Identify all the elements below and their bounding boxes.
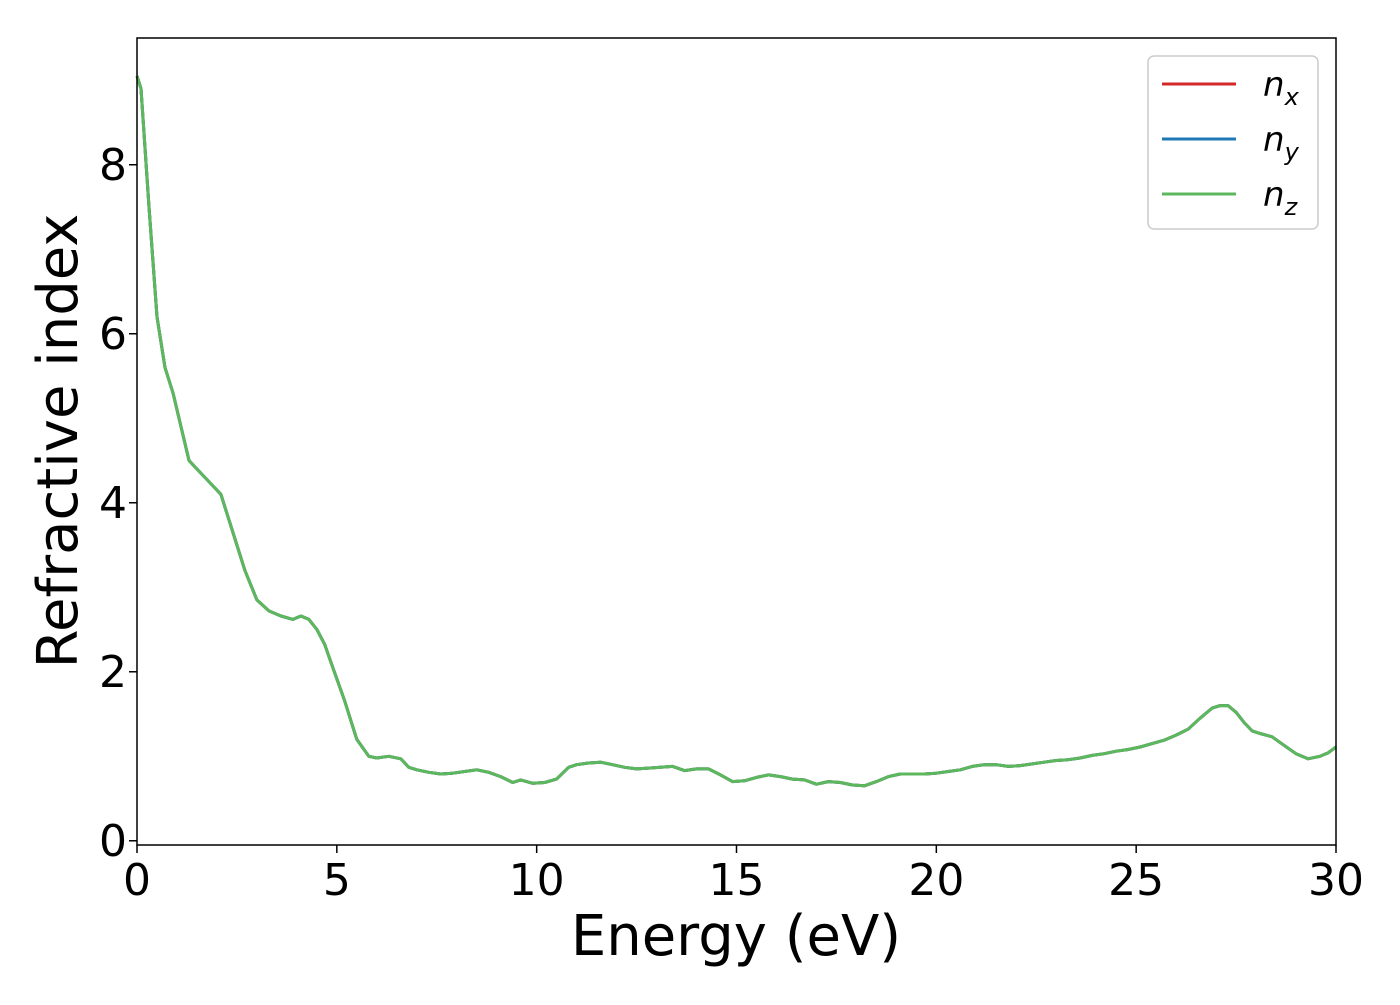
legend-label-nz: nz <box>1263 175 1299 221</box>
x-axis-title: Energy (eV) <box>571 904 901 969</box>
x-tick-label: 5 <box>323 855 351 906</box>
x-tick-label: 25 <box>1108 855 1164 906</box>
legend-label-ny: ny <box>1263 120 1300 166</box>
x-tick-label: 20 <box>908 855 964 906</box>
y-tick-label: 8 <box>99 140 127 191</box>
legend-frame <box>1147 55 1319 230</box>
y-axis-title: Refractive index <box>26 214 91 669</box>
x-tick-label: 15 <box>709 855 765 906</box>
legend: nx ny nz <box>1147 55 1319 230</box>
series-layer <box>135 75 1337 788</box>
legend-label-nx: nx <box>1263 65 1300 111</box>
ticks-layer: 0 5 10 15 20 25 30 0 2 4 6 8 <box>99 140 1364 906</box>
y-tick-label: 0 <box>99 816 127 867</box>
y-tick-label: 2 <box>99 647 127 698</box>
y-tick-label: 4 <box>99 478 127 529</box>
x-tick-label: 30 <box>1308 855 1364 906</box>
y-tick-label: 6 <box>99 309 127 360</box>
x-tick-label: 10 <box>509 855 565 906</box>
series-line-nz <box>135 75 1337 788</box>
x-tick-label: 0 <box>123 855 151 906</box>
